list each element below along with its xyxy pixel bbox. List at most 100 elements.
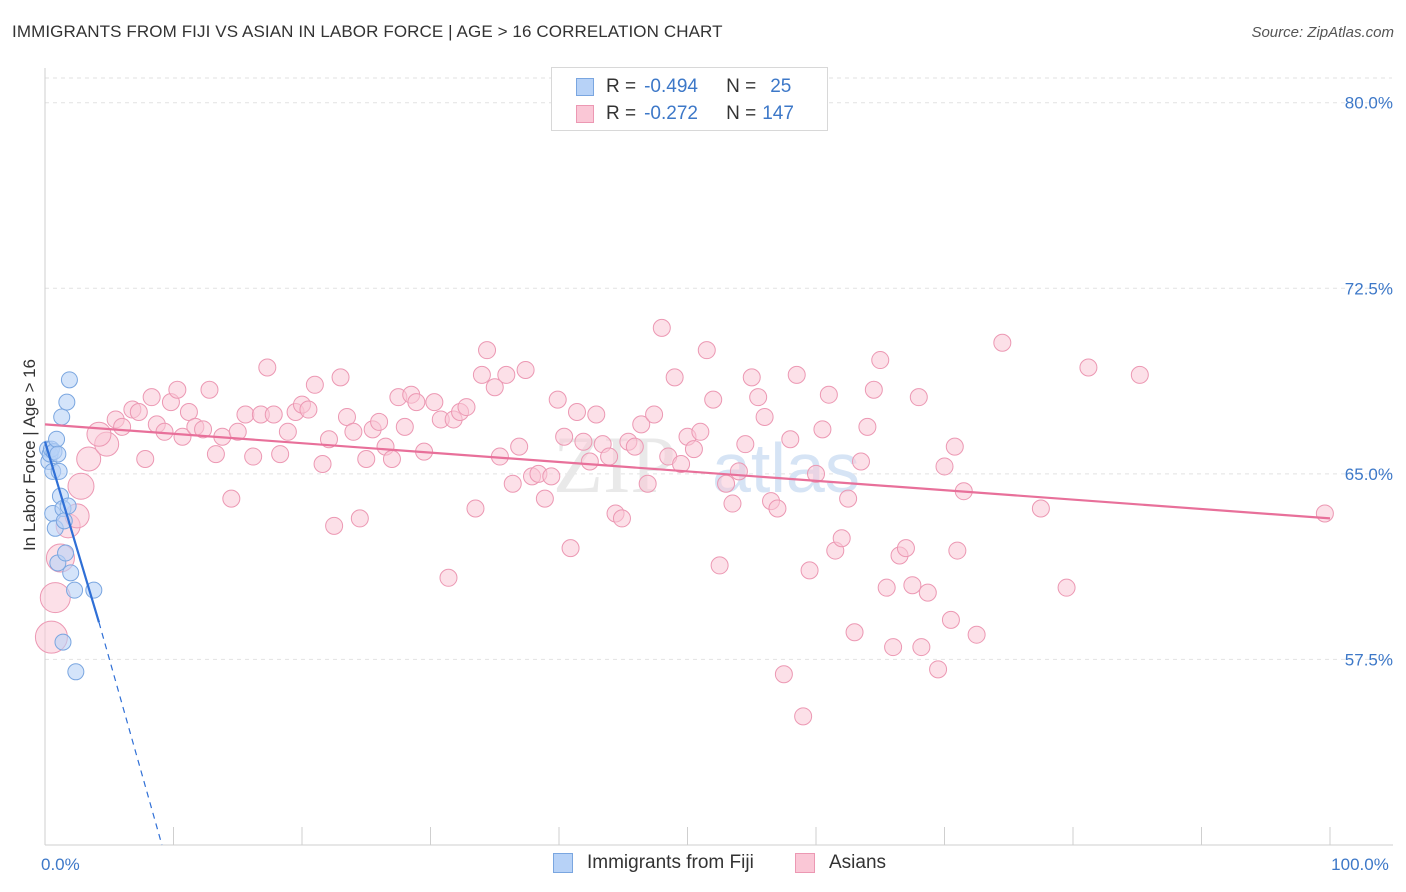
asian-point xyxy=(313,454,332,473)
bottom-legend-swatch-asians xyxy=(795,853,815,873)
asian-point xyxy=(768,499,787,518)
asian-point xyxy=(497,365,516,384)
chart-source: Source: ZipAtlas.com xyxy=(1251,24,1394,41)
asian-point xyxy=(236,405,255,424)
asian-point xyxy=(67,472,95,500)
asian-point xyxy=(945,437,964,456)
asian-point xyxy=(258,358,277,377)
asian-point xyxy=(672,454,691,473)
asian-point xyxy=(813,420,832,439)
asian-point xyxy=(299,400,318,419)
chart-title: IMMIGRANTS FROM FIJI VS ASIAN IN LABOR F… xyxy=(12,22,723,41)
asian-point xyxy=(742,368,761,387)
fiji-point xyxy=(67,663,85,681)
asian-point xyxy=(652,318,671,337)
asian-point xyxy=(370,412,389,431)
asian-point xyxy=(877,578,896,597)
y-axis-label: In Labor Force | Age > 16 xyxy=(20,359,39,551)
asian-point xyxy=(864,380,883,399)
asian-point xyxy=(1057,578,1076,597)
bottom-legend-label-asians: Asians xyxy=(829,852,887,873)
asian-point xyxy=(382,450,401,469)
asian-point xyxy=(819,385,838,404)
fiji-point xyxy=(49,445,67,463)
asian-point xyxy=(407,393,426,412)
watermark-zip: ZIP xyxy=(553,419,676,510)
asian-point xyxy=(749,388,768,407)
asian-point xyxy=(941,610,960,629)
asian-point xyxy=(142,388,161,407)
asian-point xyxy=(871,351,890,370)
asian-point xyxy=(535,489,554,508)
asian-point xyxy=(697,341,716,360)
asian-point xyxy=(305,375,324,394)
tick-labels: 57.5% 65.0% 72.5% 80.0% 0.0% 100.0% xyxy=(41,94,1393,874)
legend-row-asians: R = -0.272 N = 147 xyxy=(576,103,794,125)
asian-point xyxy=(691,422,710,441)
asian-point xyxy=(600,447,619,466)
asian-point xyxy=(794,707,813,726)
asian-point xyxy=(472,365,491,384)
asian-point xyxy=(136,450,155,469)
asian-point xyxy=(264,405,283,424)
asian-point xyxy=(76,446,102,472)
asian-point xyxy=(478,341,497,360)
asian-point xyxy=(704,390,723,409)
asians-points xyxy=(34,318,1334,726)
fiji-point xyxy=(62,564,80,582)
asian-point xyxy=(723,494,742,513)
legend-r-label: R = xyxy=(606,76,637,97)
fiji-point xyxy=(54,633,72,651)
asian-point xyxy=(684,440,703,459)
asian-point xyxy=(717,474,736,493)
asian-point xyxy=(858,417,877,436)
fiji-point xyxy=(60,371,78,389)
asian-point xyxy=(832,529,851,548)
y-tick-label: 72.5% xyxy=(1345,279,1393,298)
asian-point xyxy=(510,437,529,456)
legend-n-value-fiji: 25 xyxy=(770,76,792,97)
fiji-trend-extension xyxy=(98,622,163,846)
asian-point xyxy=(350,509,369,528)
bottom-legend-swatch-fiji xyxy=(553,853,573,873)
asian-point xyxy=(625,437,644,456)
asian-point xyxy=(200,380,219,399)
asian-point xyxy=(395,417,414,436)
asian-point xyxy=(357,450,376,469)
asian-point xyxy=(542,467,561,486)
asian-point xyxy=(516,360,535,379)
asian-point xyxy=(244,447,263,466)
asians-trend-line xyxy=(44,423,1331,520)
asian-point xyxy=(561,539,580,558)
fiji-point xyxy=(57,544,75,562)
asian-point xyxy=(194,420,213,439)
legend-r-value-fiji: -0.494 xyxy=(644,76,698,97)
asian-point xyxy=(903,576,922,595)
asian-point xyxy=(580,452,599,471)
asian-point xyxy=(457,398,476,417)
fiji-trend-line xyxy=(43,441,101,623)
asian-point xyxy=(787,365,806,384)
asian-point xyxy=(800,561,819,580)
asian-point xyxy=(967,625,986,644)
fiji-point xyxy=(53,408,71,426)
asian-point xyxy=(755,407,774,426)
asian-point xyxy=(425,393,444,412)
asian-point xyxy=(909,388,928,407)
asian-point xyxy=(839,489,858,508)
asian-point xyxy=(918,583,937,602)
asian-point xyxy=(548,390,567,409)
asian-point xyxy=(271,445,290,464)
asian-point xyxy=(168,380,187,399)
legend-row-fiji: R = -0.494 N = 25 xyxy=(576,76,791,98)
asian-point xyxy=(179,403,198,422)
asian-point xyxy=(1031,499,1050,518)
y-tick-label: 65.0% xyxy=(1345,465,1393,484)
fiji-point xyxy=(48,430,66,448)
asian-point xyxy=(884,638,903,657)
fiji-point xyxy=(58,393,76,411)
asian-point xyxy=(935,457,954,476)
fiji-point xyxy=(66,581,84,599)
bottom-legend-asians: Asians xyxy=(795,852,886,874)
